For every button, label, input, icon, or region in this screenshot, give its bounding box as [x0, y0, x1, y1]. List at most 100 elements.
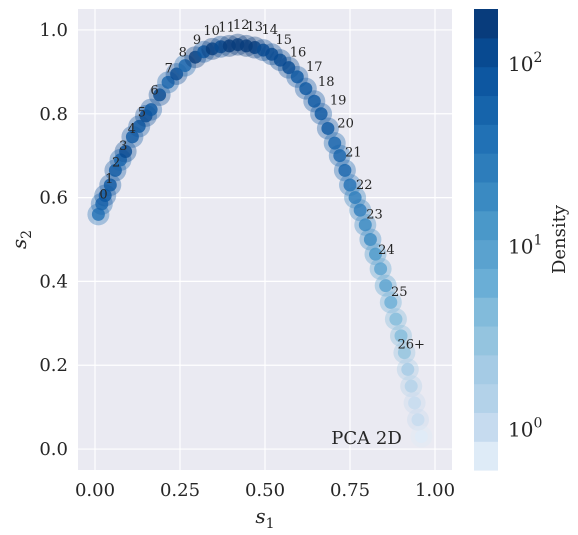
plot-area: 0123456789101112131415161718192021222324… — [78, 9, 452, 470]
colorbar: 100 101 102 Density — [474, 9, 570, 471]
colorbar-gradient — [474, 9, 498, 471]
data-point — [401, 362, 415, 376]
colorbar-segment — [474, 268, 498, 298]
y-axis-label: s2 — [7, 230, 35, 249]
colorbar-tick-label: 101 — [508, 233, 542, 259]
y-tick-label: 0.6 — [39, 188, 68, 209]
cluster-label: 8 — [179, 45, 187, 60]
data-point — [321, 121, 335, 135]
data-point — [333, 149, 347, 163]
data-point — [394, 329, 408, 343]
data-point — [343, 178, 357, 192]
data-point — [353, 203, 367, 217]
y-tick-label: 1.0 — [39, 20, 68, 41]
data-point — [389, 312, 403, 326]
pca-2d-annotation: PCA 2D — [331, 428, 402, 449]
cluster-label: 26+ — [397, 337, 424, 352]
colorbar-segment — [474, 181, 498, 212]
cluster-label: 15 — [275, 33, 292, 48]
cluster-label: 4 — [128, 122, 136, 137]
data-point — [379, 279, 393, 293]
cluster-label: 1 — [105, 172, 113, 187]
colorbar-ticks: 100 101 102 — [508, 50, 542, 441]
cluster-label: 5 — [138, 105, 146, 120]
cluster-label: 14 — [261, 23, 278, 38]
data-point — [363, 233, 377, 246]
y-tick-label: 0.4 — [39, 271, 68, 292]
cluster-label: 19 — [330, 94, 347, 109]
colorbar-segment — [474, 153, 498, 183]
colorbar-segment — [474, 37, 498, 68]
colorbar-segment — [474, 441, 498, 471]
data-point — [161, 75, 175, 89]
y-tick-label: 0.8 — [39, 104, 68, 125]
cluster-label: 13 — [247, 20, 264, 35]
data-point — [153, 88, 167, 102]
colorbar-label: Density — [549, 204, 570, 274]
data-points — [87, 33, 433, 448]
cluster-label: 9 — [193, 33, 201, 48]
data-point — [338, 163, 352, 177]
cluster-label: 24 — [378, 243, 395, 258]
cluster-label: 21 — [345, 146, 362, 161]
data-point — [144, 103, 158, 117]
colorbar-segment — [474, 239, 498, 269]
data-point — [108, 163, 122, 177]
data-point — [125, 130, 139, 144]
data-point — [384, 295, 398, 309]
cluster-label: 0 — [99, 187, 107, 202]
colorbar-segment — [474, 95, 498, 125]
colorbar-segment — [474, 354, 498, 385]
cluster-label: 12 — [233, 18, 250, 33]
cluster-label: 2 — [112, 156, 120, 171]
data-point — [408, 396, 422, 410]
cluster-label: 18 — [318, 75, 335, 90]
x-tick-label: 0.25 — [160, 480, 200, 501]
y-tick-label: 0.0 — [39, 439, 68, 460]
cluster-label: 3 — [119, 139, 127, 154]
data-point — [282, 61, 296, 75]
data-point — [328, 136, 342, 150]
grid-lines — [78, 9, 452, 470]
cluster-label: 23 — [366, 208, 383, 223]
data-point — [369, 247, 382, 261]
x-tick-label: 0.75 — [330, 480, 370, 501]
x-axis-label: s1 — [255, 504, 274, 532]
x-tick-label: 0.50 — [245, 480, 285, 501]
cluster-label: 10 — [203, 24, 220, 39]
data-point — [290, 70, 304, 84]
cluster-label: 11 — [218, 21, 235, 36]
y-tick-label: 0.2 — [39, 355, 68, 376]
colorbar-segment — [474, 210, 498, 241]
data-point — [299, 82, 313, 96]
cluster-label: 16 — [290, 45, 307, 60]
colorbar-tick-label: 102 — [508, 50, 542, 76]
data-point — [103, 178, 117, 192]
colorbar-segment — [474, 297, 498, 327]
colorbar-segment — [474, 383, 498, 413]
cluster-label: 25 — [391, 285, 408, 300]
data-point — [98, 188, 112, 202]
data-point — [132, 119, 146, 133]
colorbar-segment — [474, 325, 498, 356]
cluster-label: 22 — [356, 178, 373, 193]
data-point — [348, 191, 362, 205]
colorbar-segment — [474, 66, 498, 97]
data-point — [178, 59, 192, 73]
colorbar-tick-label: 100 — [508, 415, 542, 441]
x-tick-label: 0.00 — [75, 480, 115, 501]
cluster-label: 7 — [165, 62, 173, 77]
data-point — [314, 107, 328, 121]
x-axis-ticks: 0.00 0.25 0.50 0.75 1.00 — [75, 480, 455, 501]
y-axis-ticks: 0.0 0.2 0.4 0.6 0.8 1.0 — [39, 20, 68, 460]
data-point — [411, 413, 425, 427]
colorbar-segment — [474, 9, 498, 39]
data-point — [404, 379, 418, 393]
data-point — [414, 429, 428, 443]
cluster-labels: 0123456789101112131415161718192021222324… — [99, 18, 425, 352]
data-point — [273, 53, 287, 67]
data-point — [91, 207, 105, 221]
data-point — [119, 144, 133, 158]
cluster-label: 17 — [306, 60, 323, 75]
